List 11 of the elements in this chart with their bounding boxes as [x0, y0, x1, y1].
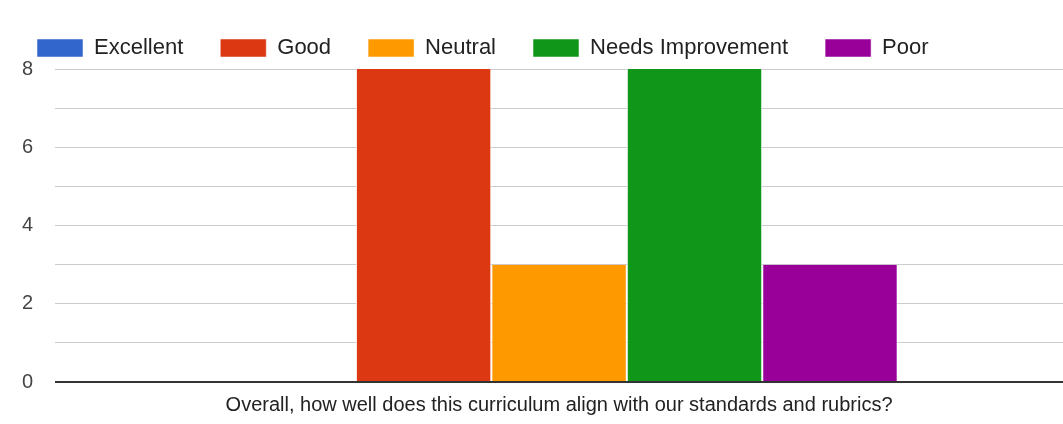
legend-label: Poor [882, 34, 929, 60]
y-tick-label: 4 [22, 213, 34, 236]
legend-label: Needs Improvement [590, 34, 789, 60]
y-tick-label: 6 [22, 134, 34, 157]
y-tick-label: 8 [22, 56, 34, 79]
y-tick-label: 2 [22, 291, 34, 314]
y-tick-label: 0 [22, 369, 34, 392]
legend-label: Neutral [425, 34, 497, 60]
legend-label: Good [277, 34, 332, 60]
x-tick-label: Overall, how well does this curriculum align with our standards and rubrics? [225, 392, 893, 415]
legend-label: Excellent [94, 34, 184, 60]
